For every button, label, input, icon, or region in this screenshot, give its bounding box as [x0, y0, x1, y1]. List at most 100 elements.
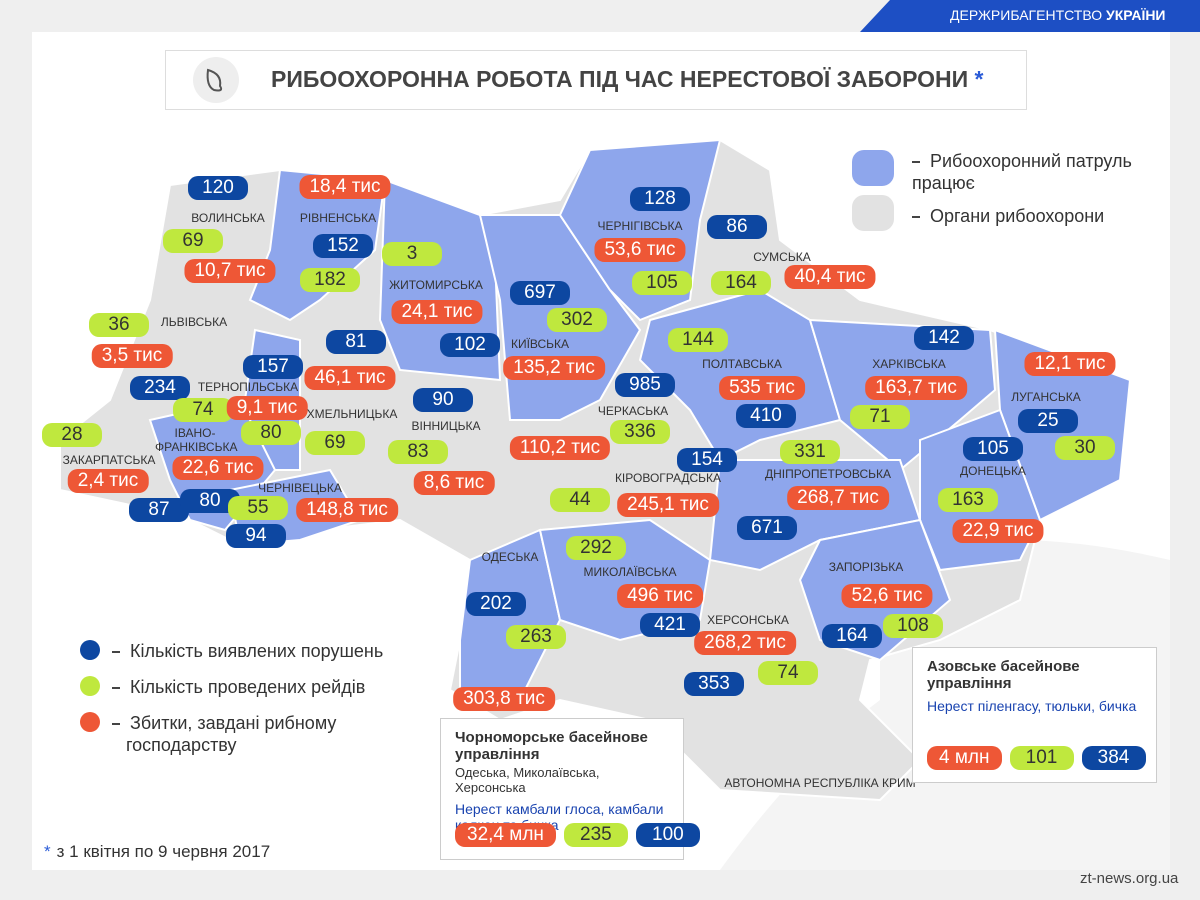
basin-box: Азовське басейнове управління Нерест піле… — [912, 647, 1157, 783]
region-name: ЛЬВІВСЬКА — [160, 315, 228, 329]
damage-pill: 4 млн — [927, 746, 1002, 770]
raids-pill: 36 — [89, 313, 149, 337]
brand-bold: УКРАЇНИ — [1105, 7, 1166, 23]
damage-pill: 22,6 тис — [172, 456, 264, 480]
raids-pill: 331 — [780, 440, 840, 464]
region-name: ДНІПРОПЕТРОВСЬКА — [765, 467, 891, 481]
region-name: КІРОВОГРАДСЬКА — [614, 471, 722, 485]
title-star: * — [974, 66, 984, 92]
region-name: ВОЛИНСЬКА — [191, 211, 265, 225]
dash — [112, 687, 120, 690]
raids-pill: 71 — [850, 405, 910, 429]
violations-pill: 105 — [963, 437, 1023, 461]
footnote-text: з 1 квітня по 9 червня 2017 — [56, 842, 271, 861]
raids-pill: 144 — [668, 328, 728, 352]
violations-pill: 234 — [130, 376, 190, 400]
raids-pill: 235 — [563, 823, 628, 847]
basin-box: Чорноморське басейнове управління Одеська… — [440, 718, 700, 860]
violations-pill: 164 — [822, 624, 882, 648]
violations-pill: 81 — [326, 330, 386, 354]
raids-pill: 44 — [550, 488, 610, 512]
raids-pill: 292 — [566, 536, 626, 560]
raids-pill: 108 — [883, 614, 943, 638]
region-name: ОДЕСЬКА — [481, 550, 539, 564]
basin-subtitle: Одеська, Миколаївська, Херсонська — [455, 765, 600, 795]
violations-pill: 384 — [1081, 746, 1146, 770]
footnote: * з 1 квітня по 9 червня 2017 — [44, 842, 270, 862]
region-name: ХМЕЛЬНИЦЬКА — [306, 407, 398, 421]
damage-pill: 535 тис — [719, 376, 805, 400]
map-legend-item: Рибоохоронний патруль працює — [912, 150, 1162, 194]
raids-pill: 164 — [711, 271, 771, 295]
violations-pill: 985 — [615, 373, 675, 397]
title-text: РИБООХОРОННА РОБОТА ПІД ЧАС НЕРЕСТОВОЇ З… — [271, 66, 969, 92]
region-name: ІВАНО-ФРАНКІВСЬКА — [155, 426, 238, 454]
violations-pill: 410 — [736, 404, 796, 428]
fish-icon — [193, 57, 239, 103]
region-name: ТЕРНОПІЛЬСЬКА — [197, 380, 299, 394]
violations-pill: 142 — [914, 326, 974, 350]
map-legend-item: Органи рибоохорони — [912, 205, 1162, 227]
basin-values: 4 млн 101 384 — [927, 746, 1146, 770]
basin-title: Азовське басейнове управління — [927, 658, 1080, 692]
damage-pill: 46,1 тис — [304, 366, 396, 390]
damage-pill: 268,7 тис — [787, 486, 889, 510]
dash — [112, 651, 120, 654]
raids-pill: 55 — [228, 496, 288, 520]
raids-pill: 80 — [241, 421, 301, 445]
region-name: ХЕРСОНСЬКА — [707, 613, 789, 627]
legend-text: Збитки, завдані рибному господарству — [126, 713, 337, 755]
legend-item: Кількість виявлених порушень — [112, 640, 406, 662]
legend-dot — [80, 676, 100, 696]
region-name: ЗАПОРІЗЬКА — [828, 560, 904, 574]
title: РИБООХОРОННА РОБОТА ПІД ЧАС НЕРЕСТОВОЇ З… — [271, 66, 984, 93]
brand-text: ДЕРЖРИБАГЕНТСТВО — [950, 7, 1103, 23]
damage-pill: 32,4 млн — [455, 823, 556, 847]
damage-pill: 163,7 тис — [865, 376, 967, 400]
damage-pill: 135,2 тис — [503, 356, 605, 380]
raids-pill: 30 — [1055, 436, 1115, 460]
raids-pill: 74 — [173, 398, 233, 422]
damage-pill: 8,6 тис — [413, 471, 495, 495]
basin-values: 32,4 млн 235 100 — [455, 823, 700, 847]
violations-pill: 202 — [466, 592, 526, 616]
damage-pill: 245,1 тис — [617, 493, 719, 517]
map-legend-swatch — [852, 150, 894, 186]
legend-item: Збитки, завдані рибному господарству — [112, 712, 406, 756]
violations-pill: 100 — [635, 823, 700, 847]
violations-pill: 152 — [313, 234, 373, 258]
violations-pill: 87 — [129, 498, 189, 522]
damage-pill: 40,4 тис — [784, 265, 876, 289]
region-name: ПОЛТАВСЬКА — [702, 357, 782, 371]
raids-pill: 163 — [938, 488, 998, 512]
region-name: ЗАКАРПАТСЬКА — [62, 453, 156, 467]
dash — [112, 723, 120, 726]
basin-title: Чорноморське басейнове управління — [455, 729, 648, 763]
raids-pill: 69 — [305, 431, 365, 455]
region-name: ЖИТОМИРСЬКА — [389, 278, 483, 292]
damage-pill: 52,6 тис — [841, 584, 933, 608]
raids-pill: 83 — [388, 440, 448, 464]
damage-pill: 303,8 тис — [453, 687, 555, 711]
legend-item: Кількість проведених рейдів — [112, 676, 406, 698]
violations-pill: 154 — [677, 448, 737, 472]
region-name: РІВНЕНСЬКА — [299, 211, 377, 225]
raids-pill: 69 — [163, 229, 223, 253]
header-band — [860, 0, 1200, 32]
dash — [912, 161, 920, 164]
region-name: КИЇВСЬКА — [510, 337, 570, 351]
damage-pill: 18,4 тис — [299, 175, 391, 199]
region-name: ВІННИЦЬКА — [411, 419, 481, 433]
damage-pill: 12,1 тис — [1024, 352, 1116, 376]
legend-dot — [80, 640, 100, 660]
violations-pill: 94 — [226, 524, 286, 548]
region-name: ХАРКІВСЬКА — [872, 357, 946, 371]
violations-pill: 671 — [737, 516, 797, 540]
watermark: zt-news.org.ua — [1080, 870, 1179, 887]
damage-pill: 10,7 тис — [184, 259, 276, 283]
damage-pill: 2,4 тис — [67, 469, 149, 493]
damage-pill: 24,1 тис — [391, 300, 483, 324]
violations-pill: 90 — [413, 388, 473, 412]
damage-pill: 9,1 тис — [226, 396, 308, 420]
region-name: ДОНЕЦЬКА — [960, 464, 1026, 478]
